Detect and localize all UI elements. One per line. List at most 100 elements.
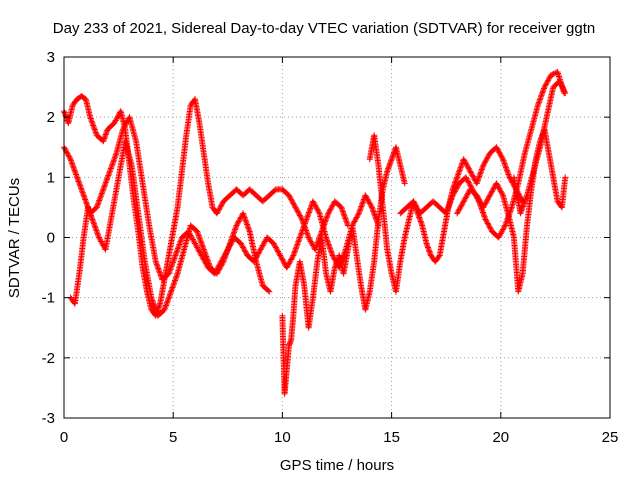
data-point-interp	[462, 194, 469, 201]
data-point-interp	[457, 164, 464, 171]
data-point-interp	[305, 210, 312, 217]
data-point-interp	[171, 280, 178, 287]
data-point-interp	[288, 256, 295, 263]
data-point-interp	[545, 76, 552, 83]
data-point-interp	[72, 170, 79, 177]
data-point	[266, 288, 273, 295]
data-point-interp	[328, 203, 335, 210]
data-point-interp	[314, 206, 321, 213]
data-point-interp	[312, 203, 319, 210]
series-track-c	[67, 138, 273, 319]
data-point	[233, 222, 240, 229]
data-point-interp	[463, 193, 470, 200]
data-point-interp	[190, 237, 197, 244]
data-point-interp	[289, 199, 296, 206]
data-point	[562, 90, 569, 97]
data-point-interp	[499, 226, 506, 233]
data-point-interp	[288, 255, 295, 262]
data-point	[410, 198, 417, 205]
data-point-interp	[218, 261, 225, 268]
data-point-interp	[89, 217, 96, 224]
data-point-interp	[149, 298, 156, 305]
data-point-interp	[271, 241, 278, 248]
data-point-interp	[494, 146, 501, 153]
data-point-interp	[61, 145, 68, 152]
data-point-interp	[219, 259, 226, 266]
data-point-interp	[538, 91, 545, 98]
data-point-interp	[535, 99, 542, 106]
data-point-interp	[454, 172, 461, 179]
data-point-interp	[284, 263, 291, 270]
data-point-interp	[411, 201, 418, 208]
data-point-interp	[483, 156, 490, 163]
data-point-interp	[544, 78, 551, 85]
data-point-interp	[483, 199, 490, 206]
data-point-interp	[545, 77, 552, 84]
data-point-interp	[202, 252, 209, 259]
data-point-interp	[122, 120, 129, 127]
data-point-interp	[305, 233, 312, 240]
data-point-interp	[474, 193, 481, 200]
data-point-interp	[461, 197, 468, 204]
data-point-interp	[78, 185, 85, 192]
data-point-interp	[458, 202, 465, 209]
data-point-interp	[487, 225, 494, 232]
data-point-interp	[366, 200, 373, 207]
data-point-interp	[93, 227, 100, 234]
data-point-interp	[98, 238, 105, 245]
data-point	[194, 228, 201, 235]
data-point-interp	[177, 238, 184, 245]
data-point-interp	[225, 243, 232, 250]
x-tick-label: 25	[602, 429, 619, 446]
data-point-interp	[227, 239, 234, 246]
data-point-interp	[364, 196, 371, 203]
data-point	[67, 156, 74, 163]
data-point-interp	[243, 218, 250, 225]
data-point	[95, 234, 102, 241]
data-point-interp	[465, 178, 472, 185]
data-point-interp	[475, 195, 482, 202]
data-point-interp	[370, 209, 377, 216]
data-point-interp	[521, 199, 528, 206]
data-point-interp	[218, 202, 225, 209]
data-point-interp	[339, 207, 346, 214]
data-point-interp	[500, 159, 507, 166]
data-point-interp	[89, 121, 96, 128]
data-point	[562, 174, 569, 181]
data-point-interp	[245, 224, 252, 231]
data-point	[89, 216, 96, 223]
data-point-interp	[196, 248, 203, 255]
data-point-interp	[479, 163, 486, 170]
series-track-h	[510, 78, 569, 217]
data-point-interp	[240, 244, 247, 251]
data-point-interp	[356, 207, 363, 214]
data-point-interp	[223, 250, 230, 257]
data-point-interp	[479, 165, 486, 172]
data-point-interp	[199, 243, 206, 250]
data-point-interp	[304, 212, 311, 219]
data-point-interp	[325, 209, 332, 216]
data-point-interp	[311, 201, 318, 208]
series-track-f	[397, 69, 568, 241]
data-point-interp	[464, 191, 471, 198]
data-point-interp	[239, 243, 246, 250]
data-point-interp	[542, 82, 549, 89]
data-point	[454, 210, 461, 217]
data-point-interp	[488, 189, 495, 196]
data-point-interp	[446, 202, 453, 209]
data-point-interp	[152, 307, 159, 314]
data-point-interp	[463, 175, 470, 182]
data-point	[277, 252, 284, 259]
data-point-interp	[244, 221, 251, 228]
data-point-interp	[324, 211, 331, 218]
data-point-interp	[174, 246, 181, 253]
data-point-interp	[306, 206, 313, 213]
data-point-interp	[445, 204, 452, 211]
data-point-interp	[455, 171, 462, 178]
data-point-interp	[363, 193, 370, 200]
data-point-interp	[480, 210, 487, 217]
data-point-interp	[96, 196, 103, 203]
data-point-interp	[295, 209, 302, 216]
data-point-interp	[503, 164, 510, 171]
data-point-interp	[497, 230, 504, 237]
